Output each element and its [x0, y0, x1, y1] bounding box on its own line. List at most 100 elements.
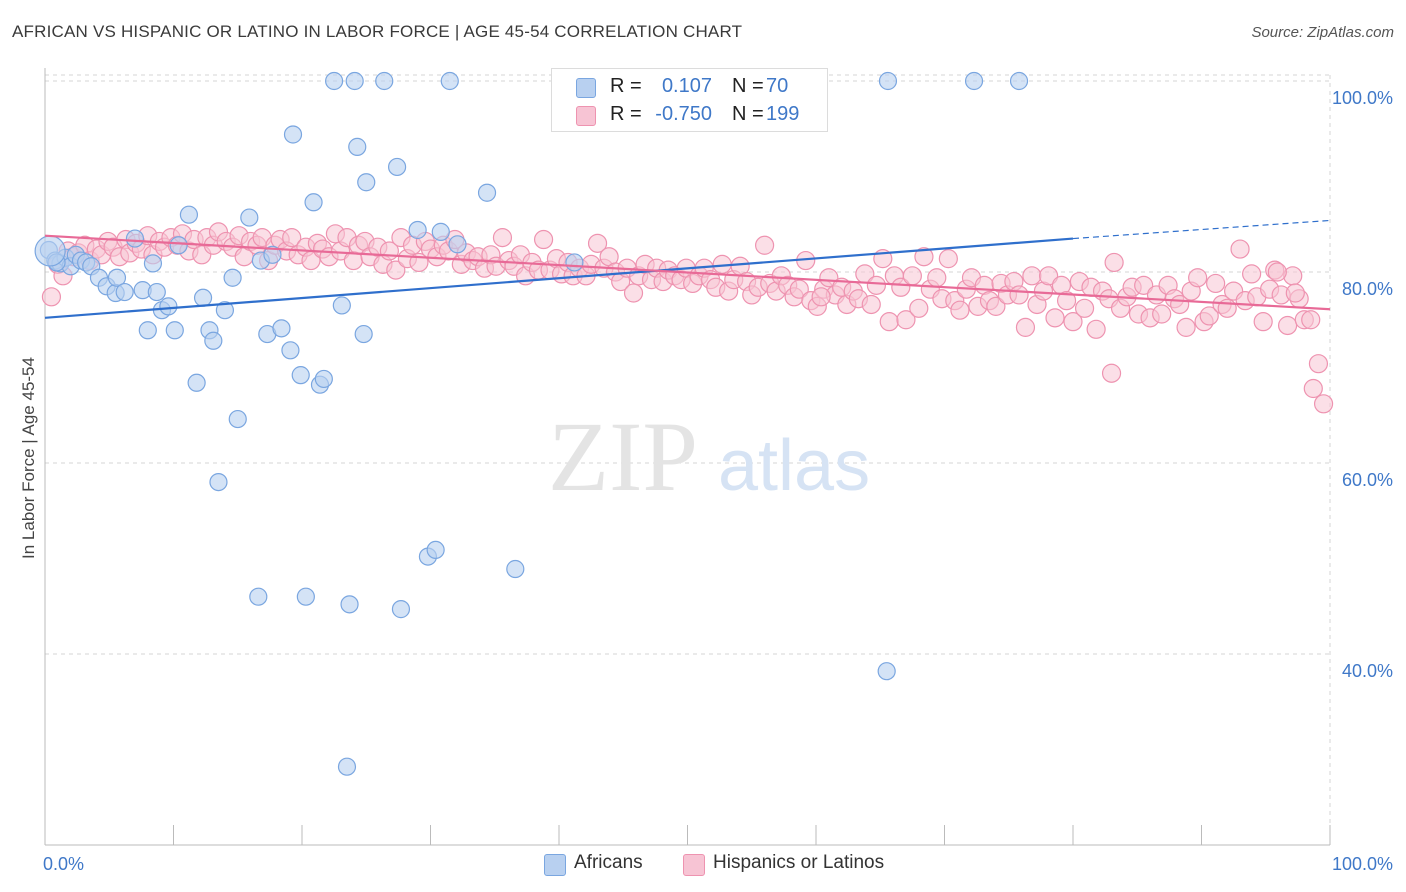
african-point — [332, 296, 351, 315]
legend-r-value: -0.750 — [655, 103, 712, 125]
hispanic-point — [1267, 262, 1287, 282]
hispanic-point — [896, 310, 916, 330]
african-point — [138, 321, 157, 340]
african-point — [348, 137, 367, 156]
hispanic-point — [861, 294, 881, 315]
african-point — [187, 373, 206, 392]
y-axis-title: In Labor Force | Age 45-54 — [19, 357, 38, 559]
hispanic-point — [986, 296, 1006, 316]
legend-r-value: 0.107 — [661, 75, 712, 97]
hispanic-point — [902, 266, 922, 286]
african-point — [165, 321, 184, 340]
hispanic-point — [587, 233, 608, 253]
hispanic-point — [819, 268, 839, 288]
legend-r-label: R = — [610, 75, 642, 97]
hispanic-point — [754, 235, 775, 255]
correlation-legend: R = 0.107 N = 70 R = -0.750 N = 199 — [551, 68, 828, 132]
legend-swatch-africans — [544, 854, 566, 876]
african-point — [431, 222, 450, 241]
legend-r-label: R = — [610, 103, 642, 125]
african-point — [281, 341, 300, 360]
african-point — [340, 595, 359, 614]
legend-row-hispanics: R = -0.750 N = 199 — [552, 101, 827, 129]
african-point — [357, 173, 376, 192]
chart-source: Source: ZipAtlas.com — [1251, 24, 1394, 41]
hispanic-trend-line — [44, 234, 1331, 311]
hispanic-point — [492, 228, 513, 248]
african-point — [440, 71, 459, 91]
legend-label-hispanics: Hispanics or Latinos — [713, 852, 885, 873]
african-point — [179, 205, 199, 224]
y-tick-label: 40.0% — [1342, 661, 1393, 681]
trend-lines — [44, 219, 1331, 319]
hispanic-point — [909, 298, 929, 318]
legend-n-value: 199 — [766, 103, 800, 125]
hispanic-point — [1308, 354, 1329, 374]
hispanic-point — [811, 287, 831, 307]
watermark-zip: ZIP — [548, 401, 698, 512]
african-point — [345, 71, 364, 91]
african-point — [337, 757, 357, 776]
hispanic-point — [1285, 283, 1305, 303]
african-point — [325, 71, 344, 91]
hispanic-point — [891, 277, 911, 297]
hispanic-point — [1038, 266, 1059, 286]
tick-labels: 100.0% 80.0% 60.0% 40.0% 0.0% 100.0% — [43, 88, 1393, 874]
legend-n-value: 70 — [766, 75, 789, 97]
african-point — [314, 369, 333, 389]
hispanic-point — [938, 249, 958, 269]
african-point — [354, 324, 373, 344]
x-tick-label: 100.0% — [1332, 854, 1393, 874]
hispanic-point — [1303, 378, 1323, 399]
watermark-atlas: atlas — [718, 426, 870, 506]
legend-swatch-hispanics — [576, 106, 596, 126]
african-point — [159, 297, 178, 316]
legend-row-africans: R = 0.107 N = 70 — [552, 73, 827, 101]
african-point — [565, 253, 584, 272]
hispanic-point — [1253, 312, 1273, 332]
legend-n-label: N = — [732, 103, 764, 125]
african-point — [240, 208, 259, 227]
hispanic-point — [1045, 308, 1065, 328]
african-point — [115, 282, 134, 302]
hispanic-point — [1009, 285, 1029, 305]
hispanic-point — [789, 279, 809, 299]
hispanic-point — [386, 260, 406, 280]
african-point — [34, 235, 66, 267]
hispanic-point — [1230, 239, 1250, 259]
hispanic-point — [866, 275, 886, 295]
legend-swatch-africans — [576, 78, 596, 98]
hispanic-point — [1101, 363, 1122, 383]
hispanic-point — [950, 300, 970, 320]
hispanic-point — [1199, 306, 1219, 326]
african-point — [215, 301, 234, 320]
hispanic-point — [1188, 268, 1208, 288]
hispanic-point — [927, 268, 947, 288]
y-tick-label: 60.0% — [1342, 470, 1393, 490]
chart-title: AFRICAN VS HISPANIC OR LATINO IN LABOR F… — [12, 22, 743, 41]
legend-n-label: N = — [732, 75, 764, 97]
african-point — [125, 229, 145, 248]
african-point — [426, 540, 445, 560]
african-point — [143, 254, 163, 273]
hispanic-point — [1086, 319, 1106, 339]
axis-layer — [44, 68, 1331, 846]
hispanic-point — [282, 228, 302, 248]
african-point — [304, 193, 323, 212]
hispanic-point — [1104, 252, 1124, 273]
african-point — [272, 319, 291, 338]
african-point — [391, 600, 411, 619]
hispanic-point — [1022, 266, 1042, 286]
african-point — [877, 662, 896, 681]
hispanic-point — [1134, 275, 1154, 295]
african-point — [263, 245, 282, 264]
hispanic-point — [1242, 264, 1262, 284]
african-point — [193, 288, 213, 307]
hispanic-point — [1301, 310, 1321, 330]
african-point — [169, 236, 188, 255]
african-point — [878, 71, 898, 91]
hispanic-point — [914, 247, 934, 267]
hispanic-point — [533, 229, 554, 250]
african-trend-extension — [1072, 219, 1331, 240]
